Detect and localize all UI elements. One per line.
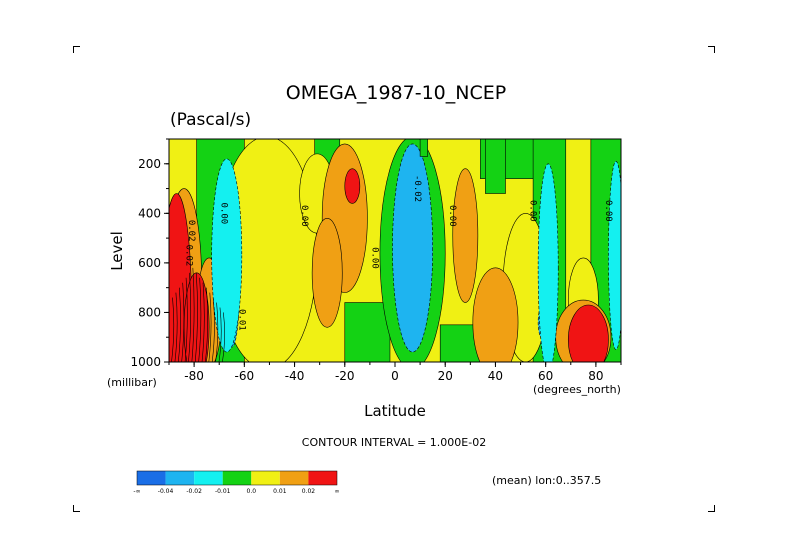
contour-band-31 — [608, 161, 621, 350]
legend-label-7: ∞ — [335, 488, 340, 495]
contour-line-6 — [191, 267, 195, 362]
y-tick-label-0: 200 — [138, 157, 161, 171]
legend-swatch-3 — [222, 471, 252, 485]
contour-label-5: 0.00 — [528, 200, 538, 222]
contour-labels: 0.00 0.00 0.00 0.00 -0.02 0.00 0.00 0.02 0.02 0.0… — [184, 175, 613, 331]
contour-label-3: 0.00 — [447, 205, 457, 227]
x-tick-label-7: 60 — [538, 369, 553, 383]
contour-label-2: 0.00 — [369, 247, 379, 269]
contour-band-17 — [311, 217, 343, 328]
y-axis-unit: (millibar) — [107, 376, 157, 389]
contour-band-4 — [344, 302, 391, 362]
contour-label-9: 0.01 — [236, 309, 246, 331]
legend-label-1: -0.04 — [158, 488, 174, 495]
contour-label-1: 0.00 — [299, 205, 309, 227]
contour-lines-dense — [171, 267, 225, 362]
longitude-info-text: (mean) lon:0..357.5 — [492, 474, 601, 487]
crop-mark-bottom-left — [73, 505, 80, 512]
contour-band-18 — [452, 168, 479, 303]
x-axis-title: Latitude — [364, 402, 426, 420]
y-axis-title: Level — [108, 231, 126, 271]
x-tick-label-2: -40 — [285, 369, 305, 383]
x-axis: -80 -60 -40 -20 0 20 40 60 80 — [168, 362, 622, 383]
legend-frame — [136, 470, 338, 486]
x-tick-label-4: 0 — [391, 369, 399, 383]
legend-label-6: 0.02 — [302, 488, 316, 495]
contour-line-10 — [205, 287, 208, 362]
contour-label-0: 0.00 — [219, 202, 229, 224]
x-tick-label-0: -80 — [184, 369, 204, 383]
contour-label-8: 0.02 — [186, 220, 196, 242]
contour-band-23 — [344, 168, 361, 204]
legend-label-5: 0.01 — [273, 488, 287, 495]
legend-swatch-4 — [251, 471, 280, 485]
contour-label-7: 0.02 — [184, 245, 194, 267]
contour-band-19 — [472, 267, 519, 362]
y-tick-label-1: 400 — [138, 206, 161, 220]
contour-line-8 — [198, 277, 202, 362]
x-tick-label-5: 20 — [438, 369, 453, 383]
contour-line-3 — [181, 282, 185, 362]
contour-line-15 — [222, 312, 225, 362]
color-legend: -∞ -0.04 -0.02 -0.01 0.0 0.01 0.02 ∞ — [133, 470, 340, 495]
legend-label-4: 0.0 — [247, 488, 257, 495]
contour-band-22 — [183, 272, 210, 362]
contour-label-6: 0.00 — [603, 200, 613, 222]
contour-fill — [169, 139, 621, 362]
contour-band-32 — [419, 139, 428, 157]
chart-title: OMEGA_1987-10_NCEP — [286, 82, 506, 104]
y-tick-label-2: 600 — [138, 256, 161, 270]
contour-line-11 — [208, 292, 212, 362]
contour-line-4 — [184, 277, 188, 362]
contour-label-4: -0.02 — [412, 175, 422, 202]
legend-swatch-6 — [308, 471, 337, 485]
y-tick-label-4: 1000 — [130, 355, 161, 369]
legend-label-0: -∞ — [133, 488, 140, 495]
crop-mark-top-right — [708, 46, 715, 53]
contour-band-24 — [567, 304, 609, 362]
x-axis-unit: (degrees_north) — [533, 383, 621, 396]
legend-label-3: -0.01 — [215, 488, 231, 495]
contour-line-2 — [177, 287, 181, 362]
crop-mark-bottom-right — [708, 505, 715, 512]
legend-swatch-5 — [279, 471, 309, 485]
x-tick-label-3: -20 — [335, 369, 355, 383]
legend-swatch-1 — [165, 471, 195, 485]
x-tick-label-6: 40 — [488, 369, 503, 383]
contour-band-30 — [537, 163, 559, 362]
x-tick-label-1: -60 — [235, 369, 255, 383]
contour-band-25 — [392, 143, 433, 353]
contour-line-5 — [188, 272, 192, 362]
contour-line-7 — [194, 272, 198, 362]
y-axis: 200 400 600 800 1000 — [130, 138, 169, 369]
crop-marks — [73, 46, 715, 512]
contour-line-9 — [201, 282, 205, 362]
x-tick-label-8: 80 — [588, 369, 603, 383]
crop-mark-top-left — [73, 46, 80, 53]
contour-line-12 — [211, 297, 215, 362]
contour-line-1 — [174, 292, 178, 362]
contour-band-29 — [211, 158, 243, 353]
contour-line-13 — [215, 302, 219, 362]
y-tick-label-3: 800 — [138, 305, 161, 319]
contour-interval-text: CONTOUR INTERVAL = 1.000E-02 — [302, 436, 486, 449]
chart-units: (Pascal/s) — [170, 110, 251, 130]
contour-band-10 — [485, 139, 506, 194]
legend-swatch-2 — [194, 471, 223, 485]
legend-swatch-0 — [137, 471, 166, 485]
contour-line-14 — [218, 307, 222, 362]
contour-line-0 — [171, 297, 175, 362]
legend-label-2: -0.02 — [186, 488, 202, 495]
